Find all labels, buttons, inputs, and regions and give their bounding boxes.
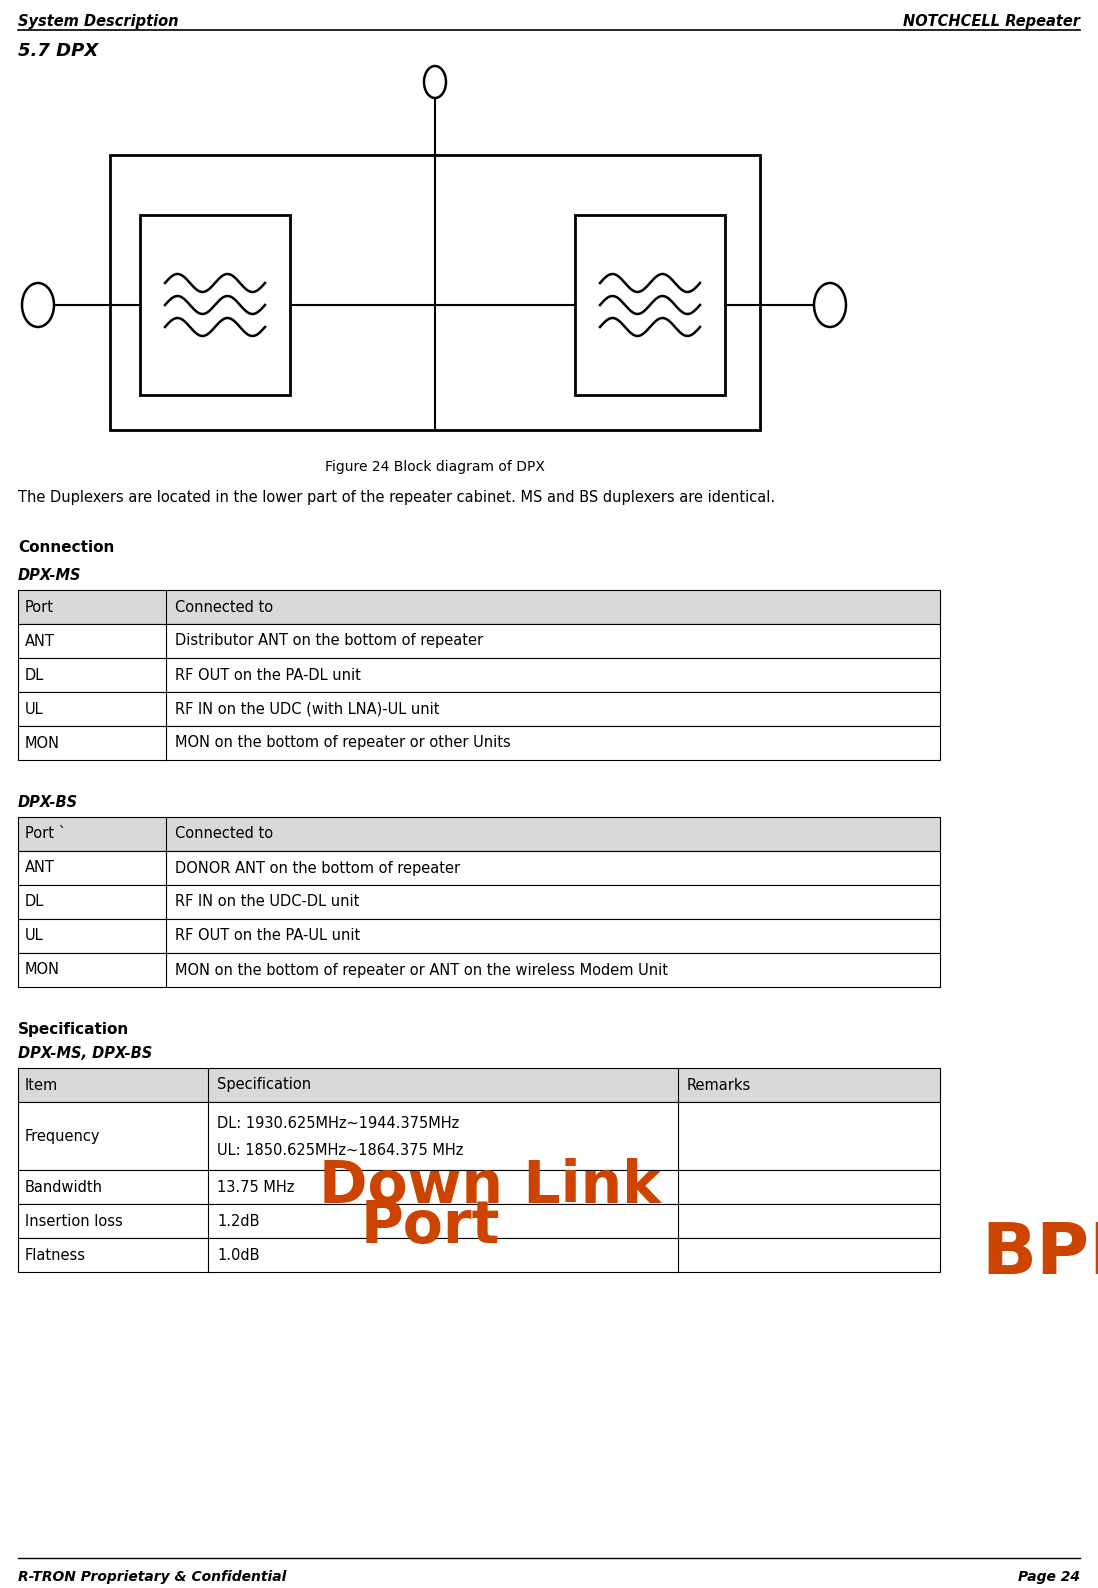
Text: The Duplexers are located in the lower part of the repeater cabinet. MS and BS d: The Duplexers are located in the lower p… — [18, 491, 775, 505]
Bar — [18, 692, 940, 726]
Text: Bandwidth: Bandwidth — [25, 1180, 103, 1194]
Bar — [18, 1239, 940, 1272]
Text: UL: UL — [25, 702, 44, 716]
Ellipse shape — [814, 283, 845, 327]
Text: Insertion loss: Insertion loss — [25, 1213, 123, 1229]
Text: Connection: Connection — [18, 540, 114, 554]
Text: RF IN on the UDC (with LNA)-UL unit: RF IN on the UDC (with LNA)-UL unit — [175, 702, 439, 716]
Text: MON: MON — [25, 735, 60, 751]
Text: Port `: Port ` — [25, 826, 66, 842]
Text: ANT: ANT — [25, 634, 55, 648]
Text: RF IN on the UDC-DL unit: RF IN on the UDC-DL unit — [175, 894, 359, 910]
Text: Down Link: Down Link — [320, 1159, 661, 1215]
Text: Flatness: Flatness — [25, 1248, 86, 1262]
Text: 13.75 MHz: 13.75 MHz — [217, 1180, 294, 1194]
Text: Port: Port — [360, 1199, 500, 1256]
Text: NOTCHCELL Repeater: NOTCHCELL Repeater — [903, 14, 1080, 29]
Text: RF OUT on the PA-DL unit: RF OUT on the PA-DL unit — [175, 667, 361, 683]
Text: 1.0dB: 1.0dB — [217, 1248, 259, 1262]
Text: Distributor ANT on the bottom of repeater: Distributor ANT on the bottom of repeate… — [175, 634, 483, 648]
Text: Item: Item — [25, 1078, 58, 1093]
Bar — [18, 1204, 940, 1239]
Text: Frequency: Frequency — [25, 1129, 101, 1143]
Text: Specification: Specification — [217, 1078, 311, 1093]
Bar — [18, 657, 940, 692]
Bar — [18, 953, 940, 988]
Bar — [18, 885, 940, 919]
Bar — [141, 214, 290, 395]
Text: Connected to: Connected to — [175, 826, 273, 842]
Text: Figure 24 Block diagram of DPX: Figure 24 Block diagram of DPX — [325, 461, 545, 473]
Text: R-TRON Proprietary & Confidential: R-TRON Proprietary & Confidential — [18, 1571, 287, 1583]
Bar — [18, 851, 940, 885]
Text: DPX-MS: DPX-MS — [18, 569, 81, 583]
Text: DONOR ANT on the bottom of repeater: DONOR ANT on the bottom of repeater — [175, 861, 460, 875]
Text: DPX-MS, DPX-BS: DPX-MS, DPX-BS — [18, 1046, 153, 1061]
Bar — [18, 816, 940, 851]
Text: Page 24: Page 24 — [1018, 1571, 1080, 1583]
Bar — [18, 726, 940, 761]
Text: DL: DL — [25, 667, 44, 683]
Text: MON on the bottom of repeater or other Units: MON on the bottom of repeater or other U… — [175, 735, 511, 751]
Text: MON: MON — [25, 962, 60, 978]
Ellipse shape — [424, 67, 446, 98]
Text: BPF: BPF — [982, 1221, 1098, 1289]
Text: System Description: System Description — [18, 14, 179, 29]
Ellipse shape — [22, 283, 54, 327]
Text: Remarks: Remarks — [687, 1078, 751, 1093]
Text: DL: 1930.625MHz~1944.375MHz: DL: 1930.625MHz~1944.375MHz — [217, 1116, 459, 1131]
Text: 1.2dB: 1.2dB — [217, 1213, 259, 1229]
Bar — [18, 591, 940, 624]
Text: MON on the bottom of repeater or ANT on the wireless Modem Unit: MON on the bottom of repeater or ANT on … — [175, 962, 668, 978]
Text: UL: UL — [25, 929, 44, 943]
Bar — [18, 624, 940, 657]
Text: DL: DL — [25, 894, 44, 910]
Text: 5.7 DPX: 5.7 DPX — [18, 41, 98, 60]
Bar — [18, 1170, 940, 1204]
Text: Port: Port — [25, 600, 54, 615]
Text: Specification: Specification — [18, 1023, 130, 1037]
Text: RF OUT on the PA-UL unit: RF OUT on the PA-UL unit — [175, 929, 360, 943]
Bar — [18, 919, 940, 953]
Text: UL: 1850.625MHz~1864.375 MHz: UL: 1850.625MHz~1864.375 MHz — [217, 1143, 463, 1159]
Bar — [18, 1069, 940, 1102]
Bar — [575, 214, 725, 395]
Text: Connected to: Connected to — [175, 600, 273, 615]
Text: ANT: ANT — [25, 861, 55, 875]
Bar — [110, 156, 760, 430]
Bar — [18, 1102, 940, 1170]
Text: DPX-BS: DPX-BS — [18, 796, 78, 810]
